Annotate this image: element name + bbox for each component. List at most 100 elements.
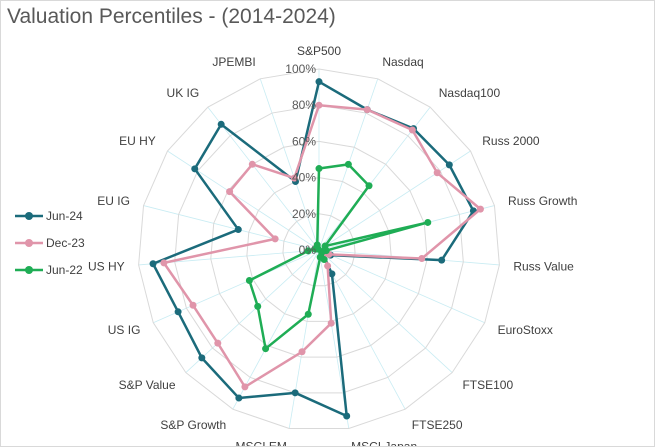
legend: Jun-24 Dec-23 Jun-22 <box>15 208 105 289</box>
category-label-eu-ig: EU IG <box>97 194 130 208</box>
category-label-us-ig: US IG <box>108 323 141 337</box>
category-label-nasdaq100: Nasdaq100 <box>439 86 501 100</box>
data-point-dec-23-nasdaq100 <box>408 126 416 134</box>
category-label-s-p500: S&P500 <box>297 44 341 58</box>
data-point-jun-22-s-p-value <box>254 302 262 310</box>
series-dec-23 <box>160 101 484 391</box>
data-point-dec-23-russ-growth <box>476 205 484 213</box>
data-point-dec-23-s-p-growth <box>241 383 249 391</box>
legend-item-jun-22: Jun-22 <box>15 262 105 289</box>
category-label-nasdaq: Nasdaq <box>382 55 423 69</box>
category-label-msci-em: MSCI EM <box>236 439 287 446</box>
legend-label: Dec-23 <box>46 236 85 250</box>
data-point-jun-22-russ-growth <box>424 218 432 226</box>
data-point-dec-23-russ-value <box>418 255 426 263</box>
legend-marker-jun-24 <box>15 212 43 220</box>
data-point-jun-22-jpembi <box>313 241 321 249</box>
data-point-jun-24-uk-ig <box>217 120 225 128</box>
spoke-eu-ig <box>143 205 320 251</box>
data-point-jun-24-us-hy <box>149 260 157 268</box>
grid-ring <box>282 213 356 287</box>
spoke-ftse100 <box>318 249 453 373</box>
category-label-us-hy: US HY <box>88 259 125 273</box>
category-label-russ-value: Russ Value <box>513 259 574 273</box>
category-label-ftse250: FTSE250 <box>412 418 463 432</box>
spoke-s-p-growth <box>232 249 320 410</box>
data-point-dec-23-jpembi <box>290 174 298 182</box>
radar-labels: 0% 20% 40% 60% 80% 100% S&P500 Nasdaq Nasdaq100 R… <box>88 44 577 446</box>
data-point-dec-23-nasdaq <box>363 106 371 114</box>
data-point-jun-24-ftse250 <box>328 270 336 278</box>
series-line-dec-23 <box>162 103 482 389</box>
radial-tick-label: 60% <box>292 134 316 148</box>
spoke-eu-hy <box>167 150 320 251</box>
legend-marker-jun-22 <box>15 266 43 274</box>
category-label-s-p-value: S&P Value <box>119 378 176 392</box>
category-label-s-p-growth: S&P Growth <box>160 418 226 432</box>
data-point-jun-24-russ-value <box>438 256 446 264</box>
data-point-jun-22-nasdaq <box>344 160 352 168</box>
legend-item-dec-23: Dec-23 <box>15 235 105 262</box>
spoke-eurostoxx <box>318 249 485 324</box>
category-label-jpembi: JPEMBI <box>212 55 255 69</box>
data-point-jun-24-msci-japan <box>343 412 351 420</box>
category-label-uk-ig: UK IG <box>167 86 200 100</box>
data-point-dec-23-msci-japan <box>327 319 335 327</box>
data-point-dec-23-russ-2000 <box>433 169 441 177</box>
data-point-jun-24-russ-2000 <box>445 161 453 169</box>
data-point-dec-23-eu-ig <box>271 235 279 243</box>
data-point-jun-24-s-p-growth <box>235 394 243 402</box>
data-point-jun-22-us-hy <box>304 247 312 255</box>
grid-ring <box>138 68 500 430</box>
category-label-msci-japan: MSCI Japan <box>351 439 417 446</box>
data-point-jun-24-us-ig <box>174 308 182 316</box>
legend-label: Jun-22 <box>46 263 83 277</box>
data-point-jun-22-msci-japan <box>316 253 324 261</box>
data-point-dec-23-us-ig <box>189 301 197 309</box>
series-line-jun-24 <box>151 80 475 418</box>
data-point-jun-24-eu-ig <box>234 226 242 234</box>
data-point-jun-22-nasdaq100 <box>365 182 373 190</box>
radial-tick-label: 100% <box>285 62 316 76</box>
radar-series <box>149 78 484 420</box>
data-point-dec-23-s-p500 <box>315 101 323 109</box>
radial-tick-label: 20% <box>292 207 316 221</box>
radial-tick-label: 80% <box>292 98 316 112</box>
data-point-jun-24-s-p500 <box>315 78 323 86</box>
radial-tick-label: 40% <box>292 171 316 185</box>
radial-tick-label: 0% <box>299 243 317 257</box>
legend-label: Jun-24 <box>46 209 83 223</box>
data-point-jun-22-s-p500 <box>315 165 323 173</box>
spoke-msci-em <box>288 249 320 429</box>
category-label-eu-hy: EU HY <box>119 134 156 148</box>
category-label-ftse100: FTSE100 <box>462 378 513 392</box>
data-point-dec-23-uk-ig <box>248 160 256 168</box>
category-label-russ-2000: Russ 2000 <box>482 134 540 148</box>
data-point-jun-24-msci-em <box>291 389 299 397</box>
radar-grid <box>138 68 500 430</box>
legend-marker-dec-23 <box>15 239 43 247</box>
legend-item-jun-24: Jun-24 <box>15 208 105 235</box>
data-point-dec-23-us-hy <box>160 259 168 267</box>
data-point-jun-22-s-p-growth <box>262 345 270 353</box>
data-point-dec-23-msci-em <box>298 348 306 356</box>
data-point-jun-24-eu-hy <box>191 165 199 173</box>
spoke-jpembi <box>259 78 320 251</box>
series-jun-22 <box>245 160 432 353</box>
spoke-s-p-value <box>185 249 320 373</box>
data-point-jun-24-s-p-value <box>198 354 206 362</box>
spoke-uk-ig <box>207 106 320 251</box>
category-label-eurostoxx: EuroStoxx <box>498 323 553 337</box>
data-point-jun-22-msci-em <box>304 310 312 318</box>
data-point-dec-23-ftse250 <box>324 262 332 270</box>
spoke-russ-2000 <box>318 150 471 251</box>
chart-title: Valuation Percentiles - (2014-2024) <box>7 5 336 28</box>
grid-ring <box>210 140 428 358</box>
grid-ring <box>246 177 392 322</box>
category-label-russ-growth: Russ Growth <box>508 194 577 208</box>
data-point-dec-23-s-p-value <box>214 339 222 347</box>
data-point-jun-22-us-ig <box>245 277 253 285</box>
data-point-dec-23-eu-hy <box>226 188 234 196</box>
